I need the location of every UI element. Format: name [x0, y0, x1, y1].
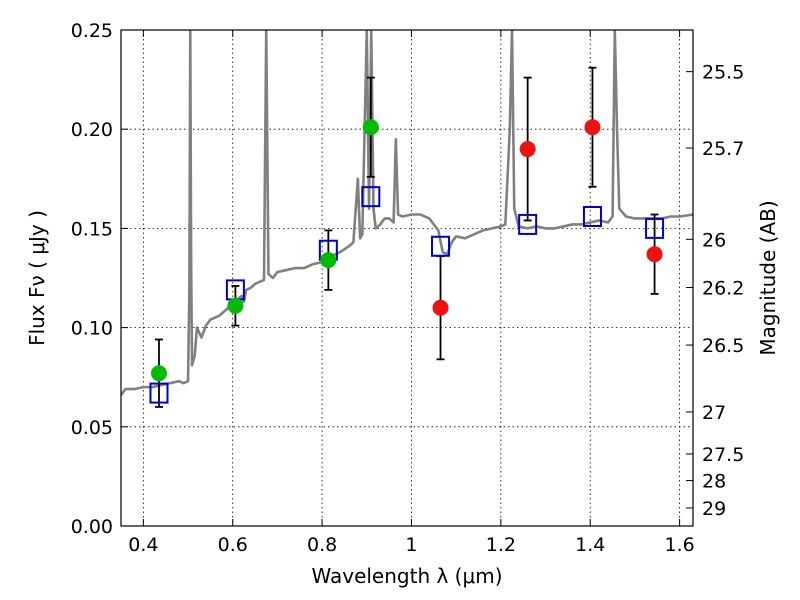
x-tick-labels: 0.4 0.6 0.8 1 1.2 1.4 1.6 — [128, 534, 694, 556]
x-tick-label: 0.4 — [128, 534, 158, 556]
x-tick-label: 0.8 — [307, 534, 337, 556]
observed-points — [150, 119, 663, 382]
y-tick-labels: 0.00 0.05 0.10 0.15 0.20 0.25 — [71, 20, 113, 538]
model-point — [149, 382, 169, 404]
observed-point-red — [646, 246, 663, 263]
y-tick-label: 0.15 — [71, 218, 113, 240]
y2-tick-label: 27.5 — [702, 444, 744, 466]
observed-point-red — [519, 141, 536, 158]
model-point — [518, 213, 538, 235]
model-point — [431, 235, 451, 257]
x-tick-label: 1.2 — [486, 534, 516, 556]
x-tick-label: 0.6 — [218, 534, 248, 556]
y-tick-label: 0.20 — [71, 119, 113, 141]
x-tick-label: 1 — [405, 534, 417, 556]
y2-tick-label: 25.7 — [702, 138, 744, 160]
y2-tick-label: 29 — [702, 498, 726, 520]
observed-point-red — [584, 119, 601, 136]
model-points — [149, 186, 665, 404]
y2-tick-label: 25.5 — [702, 62, 744, 84]
y2-tick-label: 26.5 — [702, 335, 744, 357]
y2-tick-label: 26 — [702, 229, 726, 251]
observed-point-green — [150, 365, 167, 382]
x-tick-label: 1.4 — [575, 534, 605, 556]
y2-tick-label: 28 — [702, 471, 726, 493]
observed-point-green — [227, 297, 244, 314]
errorbar-layer — [154, 66, 659, 408]
y-tick-label: 0.05 — [71, 417, 113, 439]
model-point — [645, 217, 665, 239]
y2-tick-labels: 25.5 25.7 26 26.2 26.5 27 27.5 28 29 — [702, 62, 744, 520]
x-tick-label: 1.6 — [664, 534, 694, 556]
y-tick-label: 0.25 — [71, 20, 113, 42]
y2-tick-label: 27 — [702, 402, 726, 424]
observed-point-green — [320, 252, 337, 269]
y2-tick-label: 26.2 — [702, 278, 744, 300]
observed-point-green — [362, 119, 379, 136]
y2-axis-label: Magnitude (AB) — [756, 200, 780, 355]
ticks — [121, 29, 693, 527]
y-tick-label: 0.00 — [71, 516, 113, 538]
model-point — [361, 186, 381, 208]
observed-point-red — [432, 299, 449, 316]
y-axis-label: Flux Fν ( μJy ) — [25, 210, 49, 346]
y-tick-label: 0.10 — [71, 318, 113, 340]
model-point — [582, 205, 602, 227]
plot-frame — [120, 29, 694, 527]
x-axis-label: Wavelength λ (μm) — [311, 564, 502, 588]
